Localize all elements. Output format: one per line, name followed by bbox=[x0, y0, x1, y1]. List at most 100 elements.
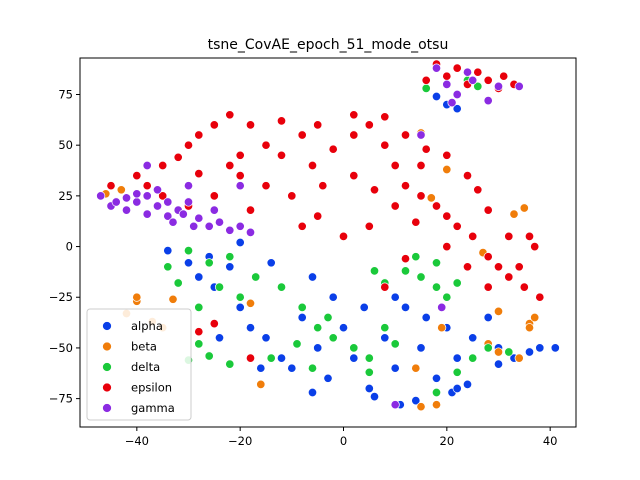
data-point bbox=[452, 383, 462, 394]
data-point bbox=[411, 252, 421, 262]
data-point bbox=[431, 91, 442, 102]
data-point bbox=[514, 262, 524, 272]
data-point bbox=[530, 242, 540, 252]
legend-marker-delta bbox=[102, 362, 112, 372]
data-point bbox=[349, 130, 359, 140]
data-point bbox=[411, 217, 421, 227]
data-point bbox=[473, 185, 483, 195]
data-point bbox=[214, 333, 225, 343]
data-point bbox=[380, 282, 390, 292]
legend-label-beta: beta bbox=[131, 340, 157, 354]
data-point bbox=[442, 292, 452, 302]
data-point bbox=[483, 252, 493, 262]
data-point bbox=[152, 185, 163, 195]
data-point bbox=[431, 258, 442, 268]
data-point bbox=[163, 211, 173, 221]
data-point bbox=[132, 189, 142, 199]
data-point bbox=[194, 130, 204, 140]
data-point bbox=[493, 262, 504, 272]
data-point bbox=[452, 367, 462, 377]
data-point bbox=[493, 359, 504, 369]
data-point bbox=[261, 181, 271, 191]
legend-marker-alpha bbox=[102, 321, 112, 331]
data-point bbox=[519, 282, 529, 292]
data-point bbox=[116, 185, 126, 195]
data-point bbox=[307, 363, 318, 373]
data-point bbox=[183, 246, 194, 256]
data-point bbox=[411, 363, 421, 373]
data-point bbox=[416, 191, 426, 201]
y-tick-label: −75 bbox=[49, 392, 73, 406]
data-point bbox=[183, 140, 194, 150]
data-point bbox=[209, 205, 219, 215]
data-point bbox=[411, 396, 421, 406]
data-point bbox=[400, 130, 411, 140]
data-point bbox=[468, 333, 478, 343]
data-point bbox=[225, 252, 235, 262]
data-point bbox=[194, 302, 204, 312]
data-point bbox=[194, 272, 204, 282]
data-point bbox=[400, 302, 411, 312]
data-point bbox=[245, 205, 256, 215]
data-point bbox=[168, 294, 178, 304]
data-point bbox=[431, 201, 442, 211]
data-point bbox=[328, 333, 338, 343]
data-point bbox=[287, 363, 297, 373]
x-tick-label: −20 bbox=[228, 434, 252, 448]
data-point bbox=[142, 181, 152, 191]
data-point bbox=[421, 83, 431, 93]
data-point bbox=[519, 203, 529, 213]
data-point bbox=[209, 191, 219, 201]
data-point bbox=[514, 81, 524, 91]
data-point bbox=[535, 292, 545, 302]
data-point bbox=[276, 282, 287, 292]
data-point bbox=[349, 353, 359, 363]
points-layer bbox=[96, 59, 560, 412]
data-point bbox=[452, 353, 462, 363]
data-point bbox=[421, 75, 431, 85]
data-point bbox=[111, 197, 121, 207]
data-point bbox=[183, 258, 194, 268]
data-point bbox=[194, 327, 204, 337]
data-point bbox=[173, 152, 183, 162]
y-tick-label: 0 bbox=[66, 240, 73, 254]
data-point bbox=[468, 353, 478, 363]
data-point bbox=[189, 221, 199, 231]
y-tick-label: 50 bbox=[58, 138, 73, 152]
data-point bbox=[452, 104, 462, 114]
data-point bbox=[447, 98, 457, 108]
data-point bbox=[400, 181, 411, 191]
data-point bbox=[214, 282, 225, 292]
data-point bbox=[483, 282, 493, 292]
data-point bbox=[349, 171, 359, 181]
data-point bbox=[416, 402, 426, 412]
data-point bbox=[235, 302, 245, 312]
data-point bbox=[245, 120, 256, 130]
data-point bbox=[313, 323, 323, 333]
data-point bbox=[297, 130, 307, 140]
data-point bbox=[442, 79, 452, 89]
data-point bbox=[390, 201, 400, 211]
data-point bbox=[173, 278, 183, 288]
data-point bbox=[380, 112, 390, 122]
legend-label-alpha: alpha bbox=[131, 319, 163, 333]
data-point bbox=[204, 258, 214, 268]
data-point bbox=[364, 120, 374, 130]
data-point bbox=[323, 373, 333, 383]
series-gamma bbox=[96, 63, 524, 410]
data-point bbox=[431, 373, 442, 383]
data-point bbox=[524, 347, 535, 357]
data-point bbox=[504, 347, 514, 357]
data-point bbox=[132, 197, 142, 207]
data-point bbox=[225, 225, 235, 235]
data-point bbox=[483, 75, 493, 85]
data-point bbox=[462, 171, 473, 181]
data-point bbox=[380, 333, 390, 343]
data-point bbox=[499, 71, 509, 81]
data-point bbox=[493, 347, 504, 357]
data-point bbox=[121, 193, 132, 203]
data-point bbox=[364, 383, 374, 394]
data-point bbox=[483, 312, 493, 323]
data-point bbox=[338, 323, 349, 333]
data-point bbox=[380, 323, 390, 333]
